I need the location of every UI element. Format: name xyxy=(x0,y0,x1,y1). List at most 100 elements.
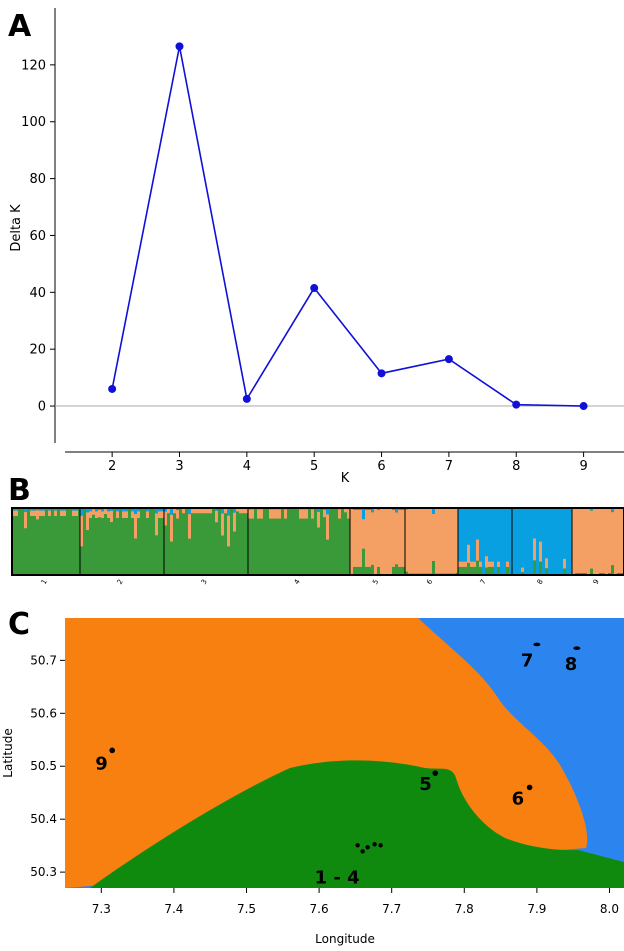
admixture-segment-orange xyxy=(485,556,488,567)
admixture-segment-green xyxy=(377,567,380,575)
lon-tick-label: 7.8 xyxy=(455,902,474,916)
admixture-segment-green xyxy=(182,513,185,575)
admixture-segment-green xyxy=(287,508,290,575)
admixture-segment-orange xyxy=(539,542,542,562)
admixture-segment-orange xyxy=(432,514,435,561)
admixture-segment-orange xyxy=(362,519,365,549)
x-tick-label: 7 xyxy=(445,459,453,474)
admixture-segment-blue xyxy=(470,508,473,562)
x-tick-label: 5 xyxy=(310,459,318,474)
admixture-segment-orange xyxy=(444,509,447,574)
sampling-site-dot xyxy=(378,843,382,847)
admixture-segment-blue xyxy=(485,508,488,556)
admixture-segment-orange xyxy=(89,511,92,518)
sampling-site-dot xyxy=(372,842,376,846)
admixture-segment-orange xyxy=(236,509,239,512)
admixture-segment-orange xyxy=(383,508,386,575)
admixture-segment-green xyxy=(30,516,33,575)
admixture-segment-green xyxy=(236,512,239,575)
admixture-segment-blue xyxy=(461,508,464,562)
admixture-segment-green xyxy=(326,540,329,575)
admixture-segment-green xyxy=(89,518,92,575)
x-tick-label: 4 xyxy=(243,459,251,474)
admixture-segment-orange xyxy=(614,508,617,575)
admixture-segment-green xyxy=(545,568,548,575)
admixture-segment-orange xyxy=(611,512,614,565)
admixture-segment-orange xyxy=(467,545,470,563)
admixture-segment-green xyxy=(257,519,260,575)
y-tick-label: 40 xyxy=(29,286,46,301)
admixture-segment-green xyxy=(491,567,494,575)
admixture-segment-green xyxy=(45,508,48,575)
panel-a-letter: A xyxy=(8,9,32,44)
data-point xyxy=(512,401,520,409)
y-tick-label: 60 xyxy=(29,229,46,244)
admixture-segment-blue xyxy=(506,508,509,562)
admixture-segment-orange xyxy=(257,509,260,518)
admixture-segment-orange xyxy=(533,539,536,561)
admixture-segment-orange xyxy=(60,511,63,516)
admixture-segment-green xyxy=(251,519,254,575)
admixture-segment-green xyxy=(464,567,467,575)
admixture-segment-orange xyxy=(30,511,33,516)
admixture-segment-green xyxy=(359,567,362,575)
admixture-segment-green xyxy=(203,513,206,575)
admixture-segment-green xyxy=(269,519,272,575)
admixture-segment-green xyxy=(362,549,365,575)
admixture-segment-orange xyxy=(122,511,125,518)
admixture-segment-orange xyxy=(311,509,314,518)
lon-tick-label: 7.4 xyxy=(164,902,183,916)
admixture-segment-orange xyxy=(86,512,89,530)
admixture-segment-orange xyxy=(95,511,98,518)
admixture-segment-orange xyxy=(590,511,593,569)
admixture-segment-orange xyxy=(435,509,438,574)
admixture-segment-orange xyxy=(75,511,78,516)
population-label: 7 xyxy=(479,578,488,586)
admixture-segment-orange xyxy=(24,512,27,528)
delta-k-series-line xyxy=(112,46,583,406)
admixture-segment-blue xyxy=(563,508,566,559)
admixture-segment-green xyxy=(242,513,245,575)
admixture-segment-orange xyxy=(188,514,191,539)
admixture-segment-orange xyxy=(98,510,101,517)
lat-tick-label: 50.4 xyxy=(30,812,57,826)
population-label: 8 xyxy=(536,578,545,586)
admixture-segment-orange xyxy=(408,509,411,574)
lon-tick-label: 7.7 xyxy=(382,902,401,916)
admixture-segment-green xyxy=(197,513,200,575)
admixture-segment-green xyxy=(60,516,63,575)
admixture-segment-orange xyxy=(302,509,305,518)
y-axis-label: Delta K xyxy=(9,204,24,252)
admixture-segment-green xyxy=(275,519,278,575)
admixture-segment-green xyxy=(128,508,131,575)
admixture-segment-orange xyxy=(344,509,347,513)
sampling-site-dot xyxy=(109,748,115,754)
admixture-segment-green xyxy=(278,519,281,575)
admixture-segment-orange xyxy=(251,509,254,518)
admixture-segment-green xyxy=(356,567,359,575)
admixture-segment-green xyxy=(134,539,137,575)
lat-tick-label: 50.6 xyxy=(30,706,57,720)
admixture-segment-blue xyxy=(527,508,530,575)
admixture-segment-green xyxy=(506,567,509,575)
admixture-segment-green xyxy=(461,567,464,575)
admixture-segment-green xyxy=(398,567,401,575)
admixture-segment-green xyxy=(122,518,125,575)
admixture-segment-green xyxy=(48,516,51,575)
admixture-segment-orange xyxy=(176,510,179,518)
admixture-segment-orange xyxy=(278,509,281,518)
admixture-segment-blue xyxy=(536,508,539,575)
admixture-segment-green xyxy=(170,542,173,575)
x-tick-label: 3 xyxy=(175,459,183,474)
y-tick-label: 20 xyxy=(29,343,46,358)
admixture-segment-green xyxy=(57,508,60,575)
admixture-segment-green xyxy=(39,516,42,575)
admixture-segment-green xyxy=(209,513,212,575)
admixture-segment-orange xyxy=(395,513,398,565)
admixture-segment-blue xyxy=(488,508,491,562)
admixture-segment-green xyxy=(206,513,209,575)
admixture-segment-green xyxy=(218,508,221,575)
admixture-segment-green xyxy=(75,516,78,575)
admixture-segment-green xyxy=(125,518,128,575)
